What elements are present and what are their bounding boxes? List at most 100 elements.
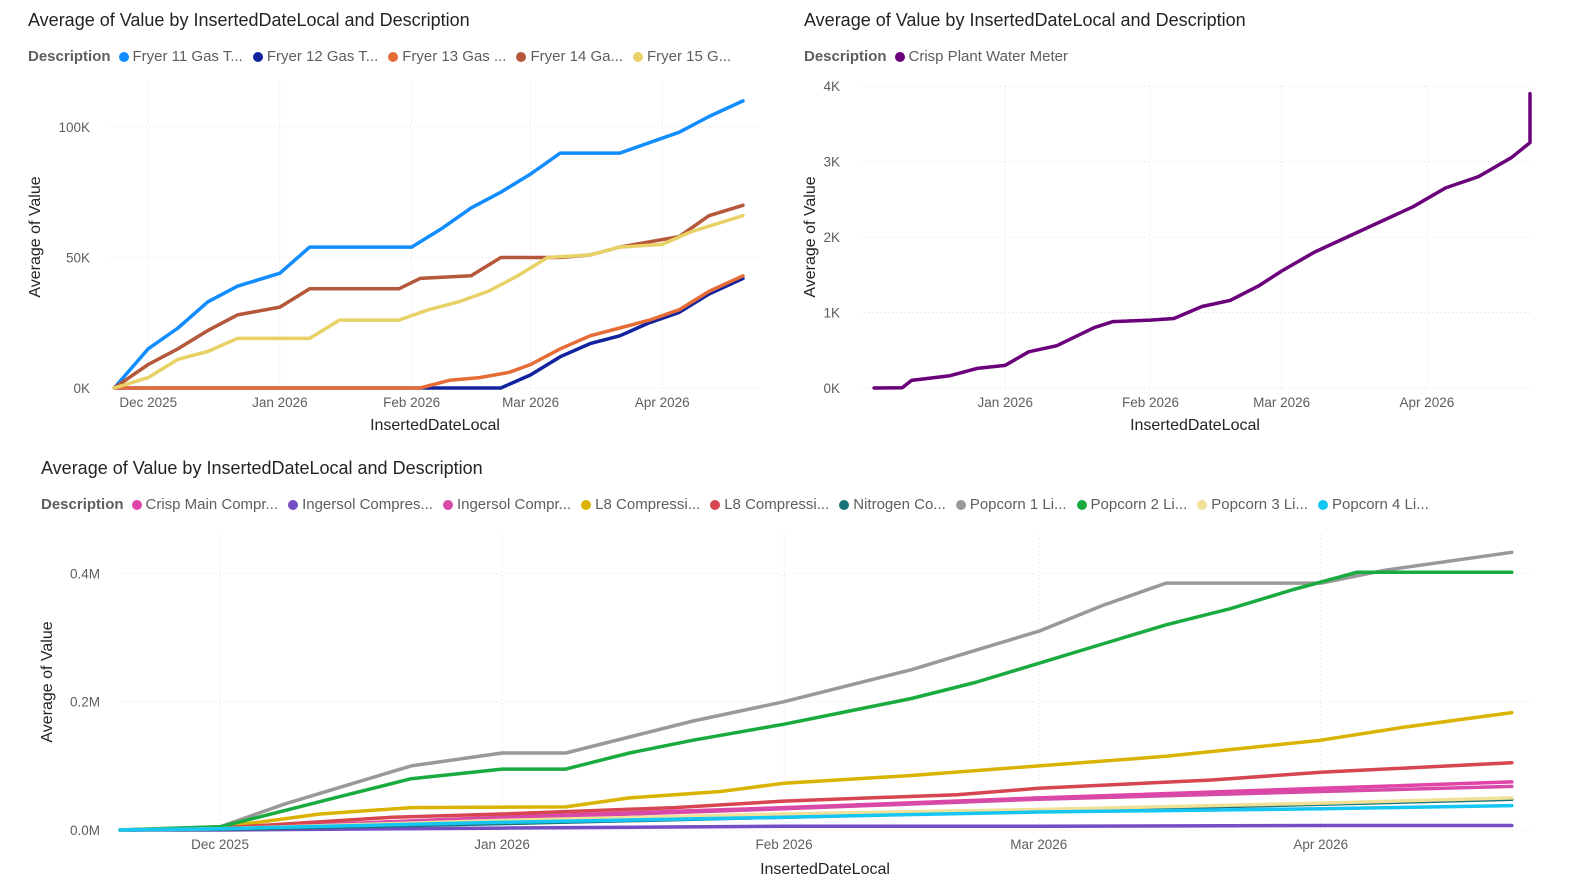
y-tick-label: 0K (73, 381, 90, 396)
legend-item-label: Popcorn 3 Li... (1211, 496, 1309, 513)
legend-dot-icon (894, 51, 905, 62)
legend-item-label: Fryer 13 Gas ... (402, 48, 507, 65)
x-tick-label: Jan 2026 (252, 395, 308, 410)
legend-item-label: Popcorn 1 Li... (969, 496, 1067, 513)
legend-dot-icon (288, 499, 299, 510)
x-tick-label: Mar 2026 (1010, 837, 1067, 852)
legend-item-label: Crisp Main Compr... (145, 496, 279, 513)
x-tick-label: Apr 2026 (1400, 395, 1455, 410)
legend-item[interactable]: Popcorn 4 Li... (1318, 496, 1429, 513)
x-tick-label: Jan 2026 (474, 837, 530, 852)
x-tick-label: Mar 2026 (502, 395, 559, 410)
legend-item-label: Fryer 11 Gas T... (132, 48, 243, 65)
chart-1-plot: Dec 2025 Jan 2026 Feb 2026 Mar 2026 Apr 2026… (27, 80, 760, 434)
series-line[interactable] (112, 203, 745, 390)
legend-item[interactable]: Fryer 13 Gas ... (388, 48, 506, 65)
legend-dot-icon (1076, 499, 1087, 510)
legend-title: Description (41, 496, 124, 513)
legend-item[interactable]: Popcorn 2 Li... (1076, 496, 1188, 513)
legend-item-label: Crisp Plant Water Meter (908, 48, 1069, 65)
y-tick-label: 4K (823, 79, 840, 94)
y-axis-label: Average of Value (39, 621, 56, 742)
series-line[interactable] (112, 276, 745, 390)
legend-dot-icon (516, 51, 527, 62)
y-axis-label: Average of Value (802, 176, 819, 297)
legend-item-label: Popcorn 2 Li... (1090, 496, 1188, 513)
series-line[interactable] (118, 570, 1514, 832)
x-tick-label: Apr 2026 (635, 395, 690, 410)
x-tick-label: Feb 2026 (756, 837, 813, 852)
legend-item[interactable]: L8 Compressi... (581, 496, 700, 513)
legend-item[interactable]: Ingersol Compres... (288, 496, 433, 513)
legend-item[interactable]: Fryer 11 Gas T... (118, 48, 243, 65)
x-tick-label: Feb 2026 (383, 395, 440, 410)
x-tick-label: Dec 2025 (191, 837, 249, 852)
y-tick-label: 1K (823, 306, 840, 321)
chart-2-title: Average of Value by InsertedDateLocal an… (804, 10, 1246, 30)
legend-item-label: Fryer 15 G... (647, 48, 732, 65)
y-axis-label: Average of Value (27, 176, 44, 297)
x-tick-label: Mar 2026 (1253, 395, 1310, 410)
legend-item-label: Ingersol Compres... (302, 496, 433, 513)
legend-item-label: Popcorn 4 Li... (1332, 496, 1429, 513)
legend-item[interactable]: Nitrogen Co... (839, 496, 946, 513)
legend-item[interactable]: Crisp Main Compr... (131, 496, 279, 513)
legend-dot-icon (118, 51, 129, 62)
legend-item[interactable]: L8 Compressi... (710, 496, 829, 513)
legend-dot-icon (388, 51, 399, 62)
y-tick-label: 50K (66, 250, 90, 265)
y-tick-label: 0K (823, 381, 840, 396)
chart-1-title: Average of Value by InsertedDateLocal an… (28, 10, 470, 30)
x-axis-label: InsertedDateLocal (1130, 417, 1260, 434)
legend-dot-icon (581, 499, 592, 510)
legend-dot-icon (839, 499, 850, 510)
x-tick-label: Apr 2026 (1293, 837, 1348, 852)
legend-item[interactable]: Crisp Plant Water Meter (894, 48, 1069, 65)
y-tick-label: 0.2M (70, 695, 100, 710)
x-tick-label: Dec 2025 (119, 395, 177, 410)
series-line[interactable] (112, 274, 745, 390)
x-tick-label: Jan 2026 (977, 395, 1033, 410)
chart-3-title: Average of Value by InsertedDateLocal an… (41, 458, 483, 478)
series-line[interactable] (118, 710, 1514, 832)
legend-item[interactable]: Fryer 14 Ga... (516, 48, 623, 65)
chart-1-legend: Description Fryer 11 Gas T... Fryer 12 Ga… (28, 48, 741, 65)
chart-2-legend: Description Crisp Plant Water Meter (804, 48, 1078, 65)
legend-item[interactable]: Fryer 12 Gas T... (252, 48, 379, 65)
x-axis-label: InsertedDateLocal (760, 861, 890, 878)
y-tick-label: 0.4M (70, 566, 100, 581)
legend-item-label: Fryer 14 Ga... (530, 48, 623, 65)
legend-dot-icon (633, 51, 643, 62)
x-tick-label: Feb 2026 (1122, 395, 1179, 410)
series-line[interactable] (112, 99, 745, 390)
legend-dot-icon (955, 499, 966, 510)
legend-item[interactable]: Ingersol Compr... (442, 496, 572, 513)
series-line[interactable] (118, 760, 1514, 832)
series-line[interactable] (112, 213, 745, 390)
legend-item-label: Nitrogen Co... (853, 496, 946, 513)
series-line[interactable] (872, 91, 1532, 390)
y-tick-label: 3K (823, 155, 840, 170)
y-tick-label: 100K (58, 120, 90, 135)
legend-dot-icon (1197, 499, 1208, 510)
legend-dot-icon (252, 51, 263, 62)
legend-item-label: L8 Compressi... (724, 496, 830, 513)
legend-dot-icon (442, 499, 453, 510)
legend-dot-icon (131, 499, 142, 510)
series-line[interactable] (118, 803, 1514, 832)
legend-title: Description (804, 48, 887, 65)
legend-dot-icon (710, 499, 721, 510)
legend-item[interactable]: Popcorn 1 Li... (955, 496, 1067, 513)
legend-title: Description (28, 48, 111, 65)
legend-item-label: Fryer 12 Gas T... (266, 48, 379, 65)
series-line[interactable] (118, 550, 1514, 832)
legend-item[interactable]: Fryer 15 G... (633, 48, 731, 65)
y-tick-label: 0.0M (70, 823, 100, 838)
y-tick-label: 2K (823, 230, 840, 245)
legend-item-label: L8 Compressi... (595, 496, 701, 513)
legend-dot-icon (1318, 499, 1329, 510)
legend-item-label: Ingersol Compr... (456, 496, 572, 513)
legend-item[interactable]: Popcorn 3 Li... (1197, 496, 1308, 513)
x-axis-label: InsertedDateLocal (370, 417, 500, 434)
